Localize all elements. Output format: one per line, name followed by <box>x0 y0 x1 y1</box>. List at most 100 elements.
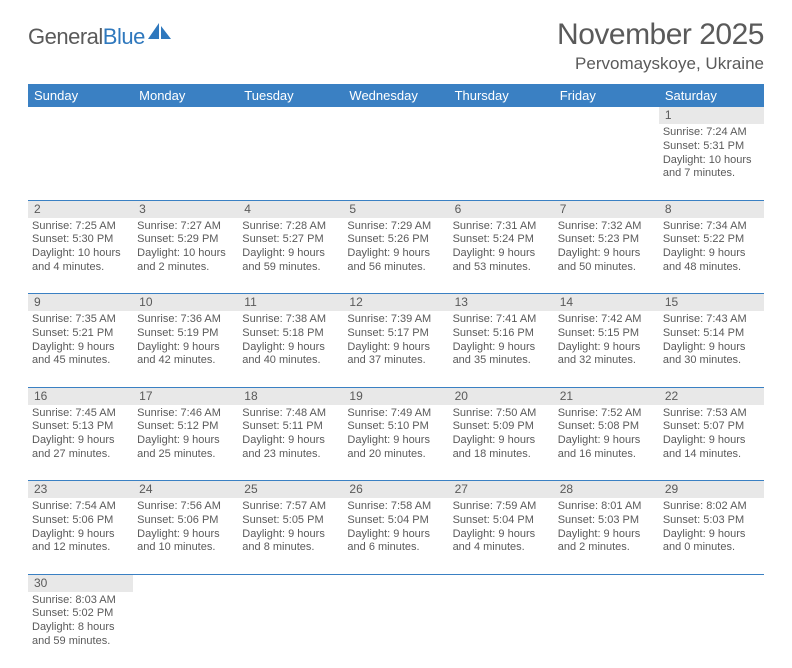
week-row: Sunrise: 7:25 AMSunset: 5:30 PMDaylight:… <box>28 218 764 294</box>
day-number-cell: 27 <box>449 481 554 499</box>
daylight-text: Daylight: 10 hours and 7 minutes. <box>663 154 760 182</box>
day-header: Sunday <box>28 84 133 107</box>
day-cell <box>133 124 238 200</box>
daylight-text: Daylight: 9 hours and 20 minutes. <box>347 434 444 462</box>
daylight-text: Daylight: 9 hours and 8 minutes. <box>242 528 339 556</box>
logo-text: GeneralBlue <box>28 24 145 50</box>
sunrise-text: Sunrise: 7:53 AM <box>663 407 760 421</box>
day-number-cell <box>554 107 659 124</box>
daylight-text: Daylight: 9 hours and 4 minutes. <box>453 528 550 556</box>
sunrise-text: Sunrise: 7:31 AM <box>453 220 550 234</box>
sunrise-text: Sunrise: 7:29 AM <box>347 220 444 234</box>
sunset-text: Sunset: 5:17 PM <box>347 327 444 341</box>
day-cell: Sunrise: 7:49 AMSunset: 5:10 PMDaylight:… <box>343 405 448 481</box>
day-cell-content: Sunrise: 7:32 AMSunset: 5:23 PMDaylight:… <box>558 220 655 275</box>
day-number-cell: 10 <box>133 294 238 312</box>
day-cell: Sunrise: 7:53 AMSunset: 5:07 PMDaylight:… <box>659 405 764 481</box>
sunset-text: Sunset: 5:13 PM <box>32 420 129 434</box>
day-number-cell: 15 <box>659 294 764 312</box>
day-number-row: 9101112131415 <box>28 294 764 312</box>
sunrise-text: Sunrise: 7:49 AM <box>347 407 444 421</box>
sunrise-text: Sunrise: 7:57 AM <box>242 500 339 514</box>
page-header: GeneralBlue November 2025 Pervomayskoye,… <box>28 18 764 74</box>
day-cell-content: Sunrise: 7:53 AMSunset: 5:07 PMDaylight:… <box>663 407 760 462</box>
daylight-text: Daylight: 9 hours and 59 minutes. <box>242 247 339 275</box>
daylight-text: Daylight: 9 hours and 25 minutes. <box>137 434 234 462</box>
day-number-cell <box>343 107 448 124</box>
day-cell-content: Sunrise: 7:39 AMSunset: 5:17 PMDaylight:… <box>347 313 444 368</box>
day-cell <box>343 124 448 200</box>
day-cell <box>554 124 659 200</box>
day-cell: Sunrise: 7:34 AMSunset: 5:22 PMDaylight:… <box>659 218 764 294</box>
day-cell: Sunrise: 7:27 AMSunset: 5:29 PMDaylight:… <box>133 218 238 294</box>
daylight-text: Daylight: 9 hours and 2 minutes. <box>558 528 655 556</box>
sunrise-text: Sunrise: 7:59 AM <box>453 500 550 514</box>
day-number-cell: 12 <box>343 294 448 312</box>
day-header: Monday <box>133 84 238 107</box>
day-number-cell <box>28 107 133 124</box>
daylight-text: Daylight: 9 hours and 32 minutes. <box>558 341 655 369</box>
day-number-row: 23242526272829 <box>28 481 764 499</box>
sunrise-text: Sunrise: 7:35 AM <box>32 313 129 327</box>
daylight-text: Daylight: 9 hours and 45 minutes. <box>32 341 129 369</box>
day-cell: Sunrise: 7:54 AMSunset: 5:06 PMDaylight:… <box>28 498 133 574</box>
day-cell <box>133 592 238 668</box>
day-cell-content: Sunrise: 7:58 AMSunset: 5:04 PMDaylight:… <box>347 500 444 555</box>
day-number-cell: 18 <box>238 387 343 405</box>
day-cell-content: Sunrise: 7:34 AMSunset: 5:22 PMDaylight:… <box>663 220 760 275</box>
day-cell: Sunrise: 7:57 AMSunset: 5:05 PMDaylight:… <box>238 498 343 574</box>
day-header-row: Sunday Monday Tuesday Wednesday Thursday… <box>28 84 764 107</box>
sunset-text: Sunset: 5:15 PM <box>558 327 655 341</box>
sunset-text: Sunset: 5:04 PM <box>453 514 550 528</box>
day-cell: Sunrise: 8:03 AMSunset: 5:02 PMDaylight:… <box>28 592 133 668</box>
sunset-text: Sunset: 5:21 PM <box>32 327 129 341</box>
day-cell: Sunrise: 7:45 AMSunset: 5:13 PMDaylight:… <box>28 405 133 481</box>
day-cell-content: Sunrise: 7:24 AMSunset: 5:31 PMDaylight:… <box>663 126 760 181</box>
daylight-text: Daylight: 8 hours and 59 minutes. <box>32 621 129 649</box>
sunset-text: Sunset: 5:07 PM <box>663 420 760 434</box>
day-cell: Sunrise: 7:35 AMSunset: 5:21 PMDaylight:… <box>28 311 133 387</box>
day-cell: Sunrise: 7:32 AMSunset: 5:23 PMDaylight:… <box>554 218 659 294</box>
sunset-text: Sunset: 5:14 PM <box>663 327 760 341</box>
day-cell: Sunrise: 8:02 AMSunset: 5:03 PMDaylight:… <box>659 498 764 574</box>
day-cell-content: Sunrise: 7:59 AMSunset: 5:04 PMDaylight:… <box>453 500 550 555</box>
day-cell-content: Sunrise: 7:41 AMSunset: 5:16 PMDaylight:… <box>453 313 550 368</box>
day-number-cell: 26 <box>343 481 448 499</box>
day-number-cell: 21 <box>554 387 659 405</box>
day-cell-content: Sunrise: 7:57 AMSunset: 5:05 PMDaylight:… <box>242 500 339 555</box>
sunrise-text: Sunrise: 7:24 AM <box>663 126 760 140</box>
day-cell: Sunrise: 7:58 AMSunset: 5:04 PMDaylight:… <box>343 498 448 574</box>
day-cell-content: Sunrise: 7:54 AMSunset: 5:06 PMDaylight:… <box>32 500 129 555</box>
day-cell <box>659 592 764 668</box>
day-number-row: 16171819202122 <box>28 387 764 405</box>
calendar-table: Sunday Monday Tuesday Wednesday Thursday… <box>28 84 764 668</box>
sunrise-text: Sunrise: 7:46 AM <box>137 407 234 421</box>
sunset-text: Sunset: 5:19 PM <box>137 327 234 341</box>
day-cell-content: Sunrise: 7:28 AMSunset: 5:27 PMDaylight:… <box>242 220 339 275</box>
day-cell: Sunrise: 7:43 AMSunset: 5:14 PMDaylight:… <box>659 311 764 387</box>
day-number-cell <box>238 574 343 592</box>
day-cell-content: Sunrise: 7:43 AMSunset: 5:14 PMDaylight:… <box>663 313 760 368</box>
week-row: Sunrise: 7:45 AMSunset: 5:13 PM Daylight:… <box>28 405 764 481</box>
sunrise-text: Sunrise: 7:28 AM <box>242 220 339 234</box>
day-number-cell: 5 <box>343 200 448 218</box>
logo: GeneralBlue <box>28 24 173 50</box>
sunrise-text: Sunrise: 7:25 AM <box>32 220 129 234</box>
day-number-cell: 6 <box>449 200 554 218</box>
day-number-cell <box>238 107 343 124</box>
sunrise-text: Sunrise: 7:56 AM <box>137 500 234 514</box>
day-cell: Sunrise: 7:56 AMSunset: 5:06 PMDaylight:… <box>133 498 238 574</box>
day-number-cell: 9 <box>28 294 133 312</box>
day-cell: Sunrise: 7:38 AMSunset: 5:18 PMDaylight:… <box>238 311 343 387</box>
sunset-text: Sunset: 5:03 PM <box>558 514 655 528</box>
sunrise-text: Sunrise: 7:39 AM <box>347 313 444 327</box>
day-header: Saturday <box>659 84 764 107</box>
day-number-cell: 3 <box>133 200 238 218</box>
day-cell: Sunrise: 7:29 AMSunset: 5:26 PMDaylight:… <box>343 218 448 294</box>
day-number-cell <box>343 574 448 592</box>
day-number-cell: 23 <box>28 481 133 499</box>
day-cell-content: Sunrise: 7:29 AMSunset: 5:26 PMDaylight:… <box>347 220 444 275</box>
day-number-cell: 17 <box>133 387 238 405</box>
logo-text-general: General <box>28 24 103 49</box>
sunrise-text: Sunrise: 7:45 AM <box>32 407 129 421</box>
